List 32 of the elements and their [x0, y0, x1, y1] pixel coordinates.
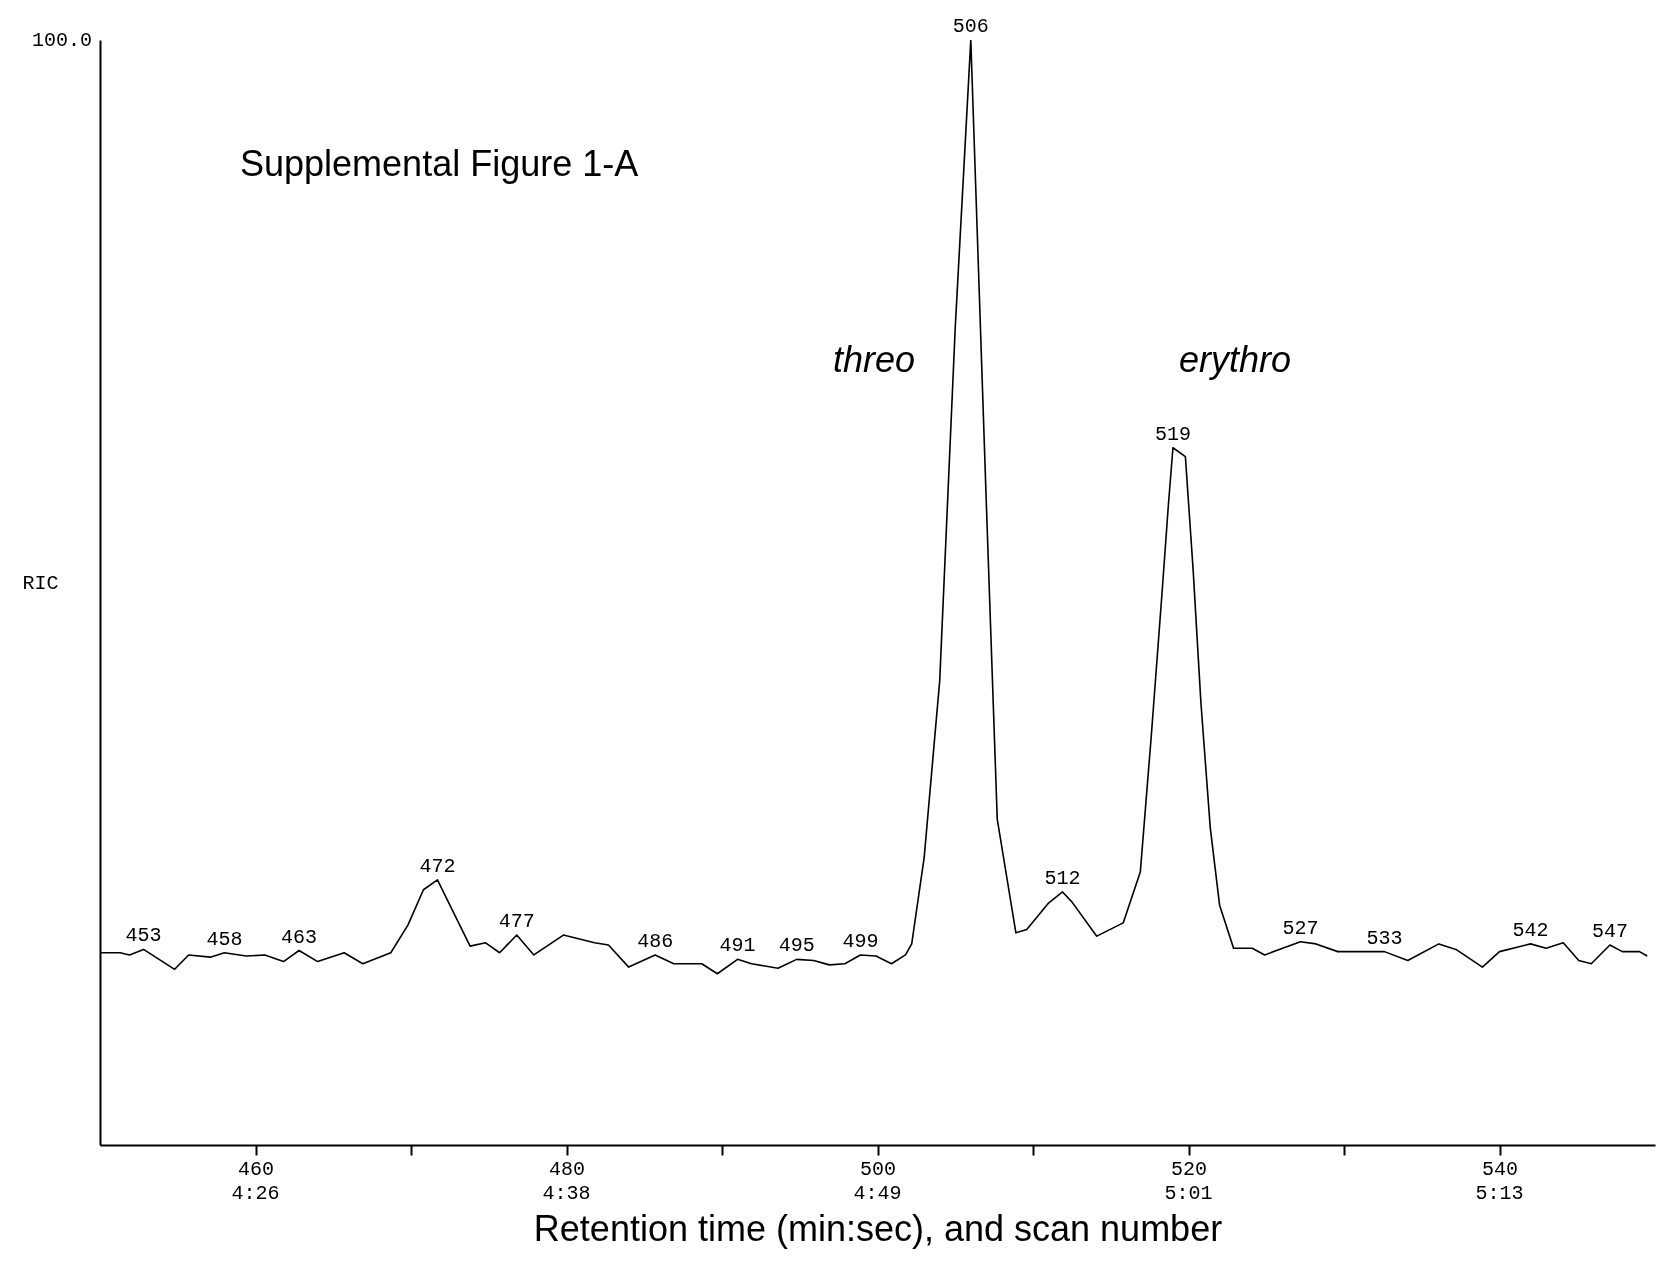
- text: 5:13: [1475, 1182, 1524, 1205]
- annotation: 542: [1512, 918, 1549, 942]
- annotation: 527: [1282, 916, 1319, 940]
- annotation: 486: [637, 929, 674, 953]
- annotation: erythro: [1178, 339, 1292, 380]
- x-tick-label: 540: [1481, 1157, 1519, 1181]
- annotation: 463: [281, 925, 318, 949]
- annotation: 477: [498, 910, 535, 934]
- annotation: 472: [419, 854, 456, 878]
- text: 100.0: [31, 29, 92, 52]
- annotation: 533: [1366, 926, 1403, 950]
- text: 4:26: [231, 1182, 280, 1205]
- y-axis-title: RIC: [22, 572, 59, 595]
- annotation: 491: [719, 934, 756, 958]
- annotation: threo: [832, 339, 916, 380]
- x-tick-label: 460: [237, 1157, 275, 1181]
- annotation: 458: [206, 927, 243, 951]
- x-tick-label: 480: [548, 1157, 586, 1181]
- x-axis-title: Retention time (min:sec), and scan number: [533, 1207, 1223, 1249]
- annotation: 506: [952, 15, 989, 38]
- annotation: 499: [842, 929, 879, 953]
- annotation: Supplemental Figure 1-A: [240, 143, 639, 184]
- annotation: 495: [778, 934, 815, 958]
- x-tick-label: 520: [1170, 1157, 1208, 1181]
- x-tick-label: 500: [859, 1157, 897, 1181]
- text: 5:01: [1164, 1182, 1213, 1205]
- annotation: 547: [1591, 919, 1628, 943]
- annotation: 512: [1044, 866, 1081, 890]
- text: 4:49: [853, 1182, 902, 1205]
- text: 4:38: [542, 1182, 591, 1205]
- annotation: 519: [1154, 422, 1191, 446]
- annotation: 453: [125, 924, 162, 948]
